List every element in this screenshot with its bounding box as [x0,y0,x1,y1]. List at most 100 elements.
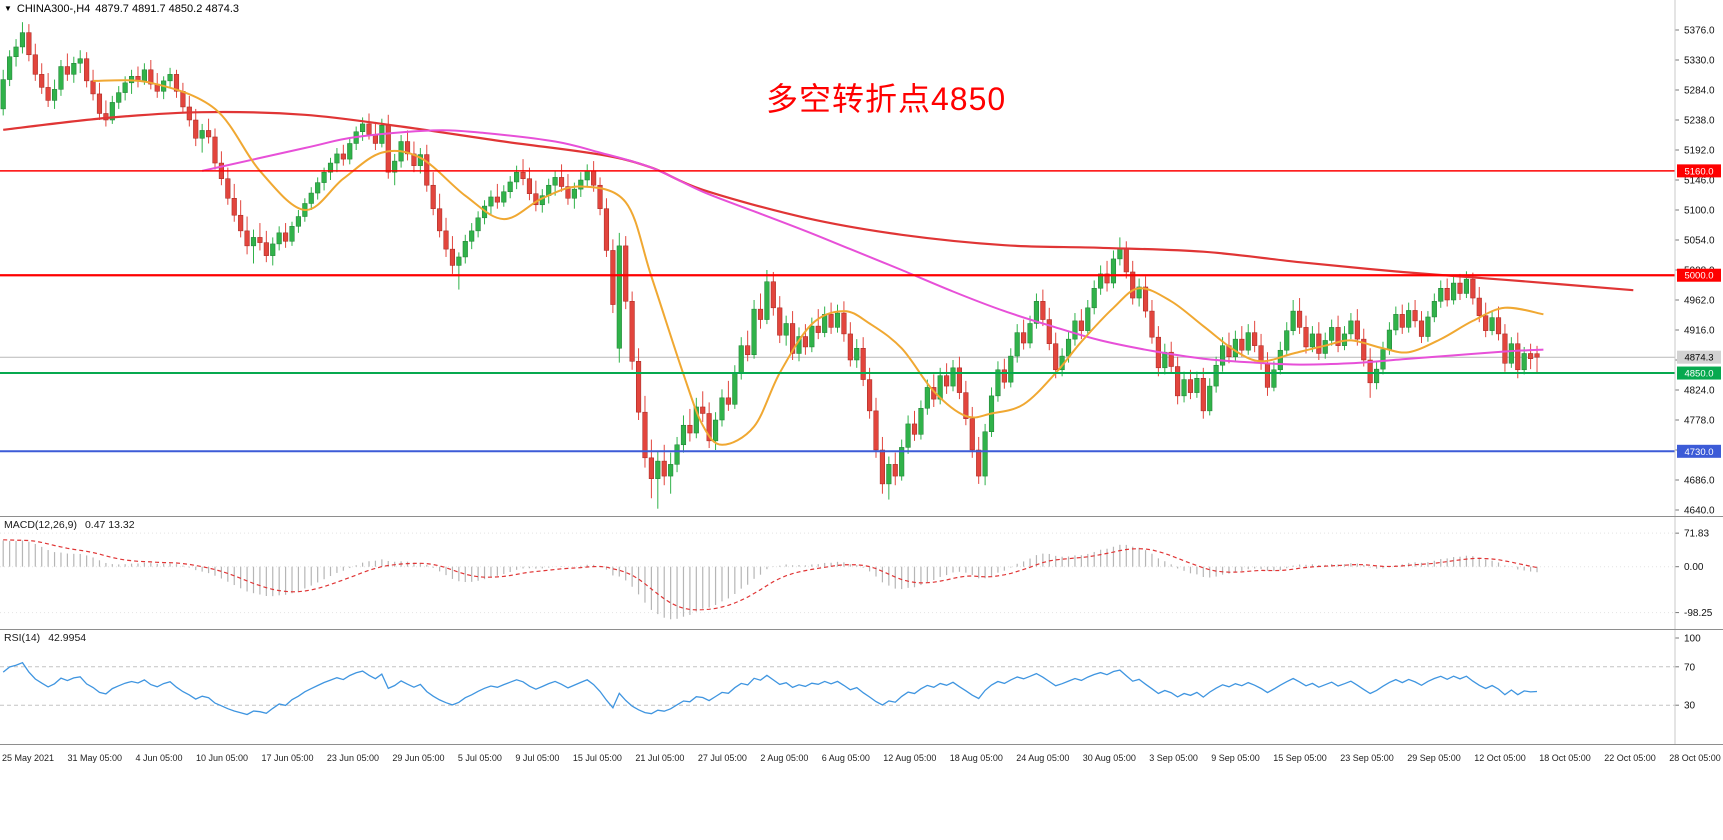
macd-canvas[interactable]: 71.83 0.00 -98.25 [0,517,1723,629]
price-tag-4850.0 [1677,366,1721,380]
candle [732,372,738,405]
macd-panel[interactable]: 71.83 0.00 -98.25 MACD(12,26,9) 0.47 13.32 [0,517,1723,630]
candle [526,178,533,194]
candle [1001,369,1007,383]
candle [918,408,924,435]
time-label: 30 Aug 05:00 [1082,753,1136,763]
candle [347,143,353,160]
time-label: 12 Aug 05:00 [883,753,937,763]
time-label: 5 Jul 05:00 [457,753,502,763]
macd-tick-label: 0.00 [1684,562,1704,573]
time-label: 31 May 05:00 [67,753,123,763]
candle [1393,314,1399,331]
candle [321,171,327,183]
candle [469,230,475,242]
rsi-tick-label: 100 [1684,634,1701,645]
candle [578,179,584,190]
candle [565,186,571,199]
candle [1271,369,1277,388]
candle [1451,282,1457,301]
candle [1219,345,1226,366]
candle [90,80,96,95]
candle [719,397,725,421]
candle [1252,332,1258,346]
rsi-panel[interactable]: 100 70 30 RSI(14) 42.9954 [0,630,1723,745]
candles [0,22,1540,509]
price-tick-label: 4640.0 [1684,506,1715,517]
candle [648,457,654,479]
candle [475,217,481,232]
rsi-canvas[interactable]: 100 70 30 [0,630,1723,744]
candle [655,460,661,479]
candle [693,406,699,434]
candle [1367,359,1373,384]
candle [1065,338,1072,357]
candle [244,230,250,247]
candle [289,226,295,242]
price-tick-label: 5376.0 [1684,26,1715,37]
time-label: 2 Aug 05:00 [760,753,809,763]
candle [366,123,372,135]
candle [1021,332,1027,344]
time-label: 17 Jun 05:00 [261,753,314,763]
price-chart-canvas[interactable]: 5376.0 5330.0 5284.0 5238.0 5192.0 5146.0 5100… [0,0,1723,516]
candle [963,392,969,419]
candle [1264,363,1271,388]
candle [1502,333,1508,364]
candle [976,449,982,477]
candle [96,93,103,114]
symbol-dropdown-icon[interactable]: ▼ [4,4,12,13]
candle [706,413,712,442]
candle [944,375,950,387]
candle [745,345,751,356]
candle [1297,310,1303,328]
candle [1098,273,1104,289]
candle [854,348,860,361]
candle [1085,307,1091,331]
candle [757,308,764,320]
candle [1483,315,1489,331]
candle [116,92,122,103]
candle [1380,349,1386,370]
window-background [0,771,1723,840]
price-tag-label: 4850.0 [1684,369,1713,380]
candle [443,230,449,250]
candle [488,196,494,207]
candle [0,79,6,110]
candle [1457,282,1463,294]
candle [751,308,757,356]
time-label: 18 Aug 05:00 [949,753,1003,763]
candle [1008,355,1014,383]
candle [1534,353,1540,358]
candle [295,216,301,227]
candle [58,66,64,90]
candle [1290,310,1296,331]
candle [1508,343,1514,364]
price-chart-panel[interactable]: 5376.0 5330.0 5284.0 5238.0 5192.0 5146.0 5100… [0,0,1723,517]
macd-signal-line [3,539,1538,611]
candle [1046,319,1052,344]
time-axis[interactable]: 25 May 2021 31 May 05:00 4 Jun 05:00 10 Jun… [0,745,1723,771]
candle [1309,333,1315,348]
candle [809,325,815,348]
ohlc-values: 4879.7 4891.7 4850.2 4874.3 [95,3,240,15]
candle [456,256,462,266]
price-tick-label: 5146.0 [1684,176,1715,187]
candle [860,348,866,380]
candle [1245,332,1251,351]
candle [899,447,905,477]
candle [1399,314,1405,328]
candle [1027,323,1033,344]
candle [1438,288,1444,302]
candle [501,191,507,203]
candle [238,214,244,232]
candle [109,102,115,121]
candle [879,449,885,485]
candle [360,123,366,132]
candle [892,464,898,477]
candle [462,241,468,258]
candle [1386,329,1392,350]
candle [1162,351,1168,369]
candle [764,281,770,320]
candle [1078,320,1084,331]
